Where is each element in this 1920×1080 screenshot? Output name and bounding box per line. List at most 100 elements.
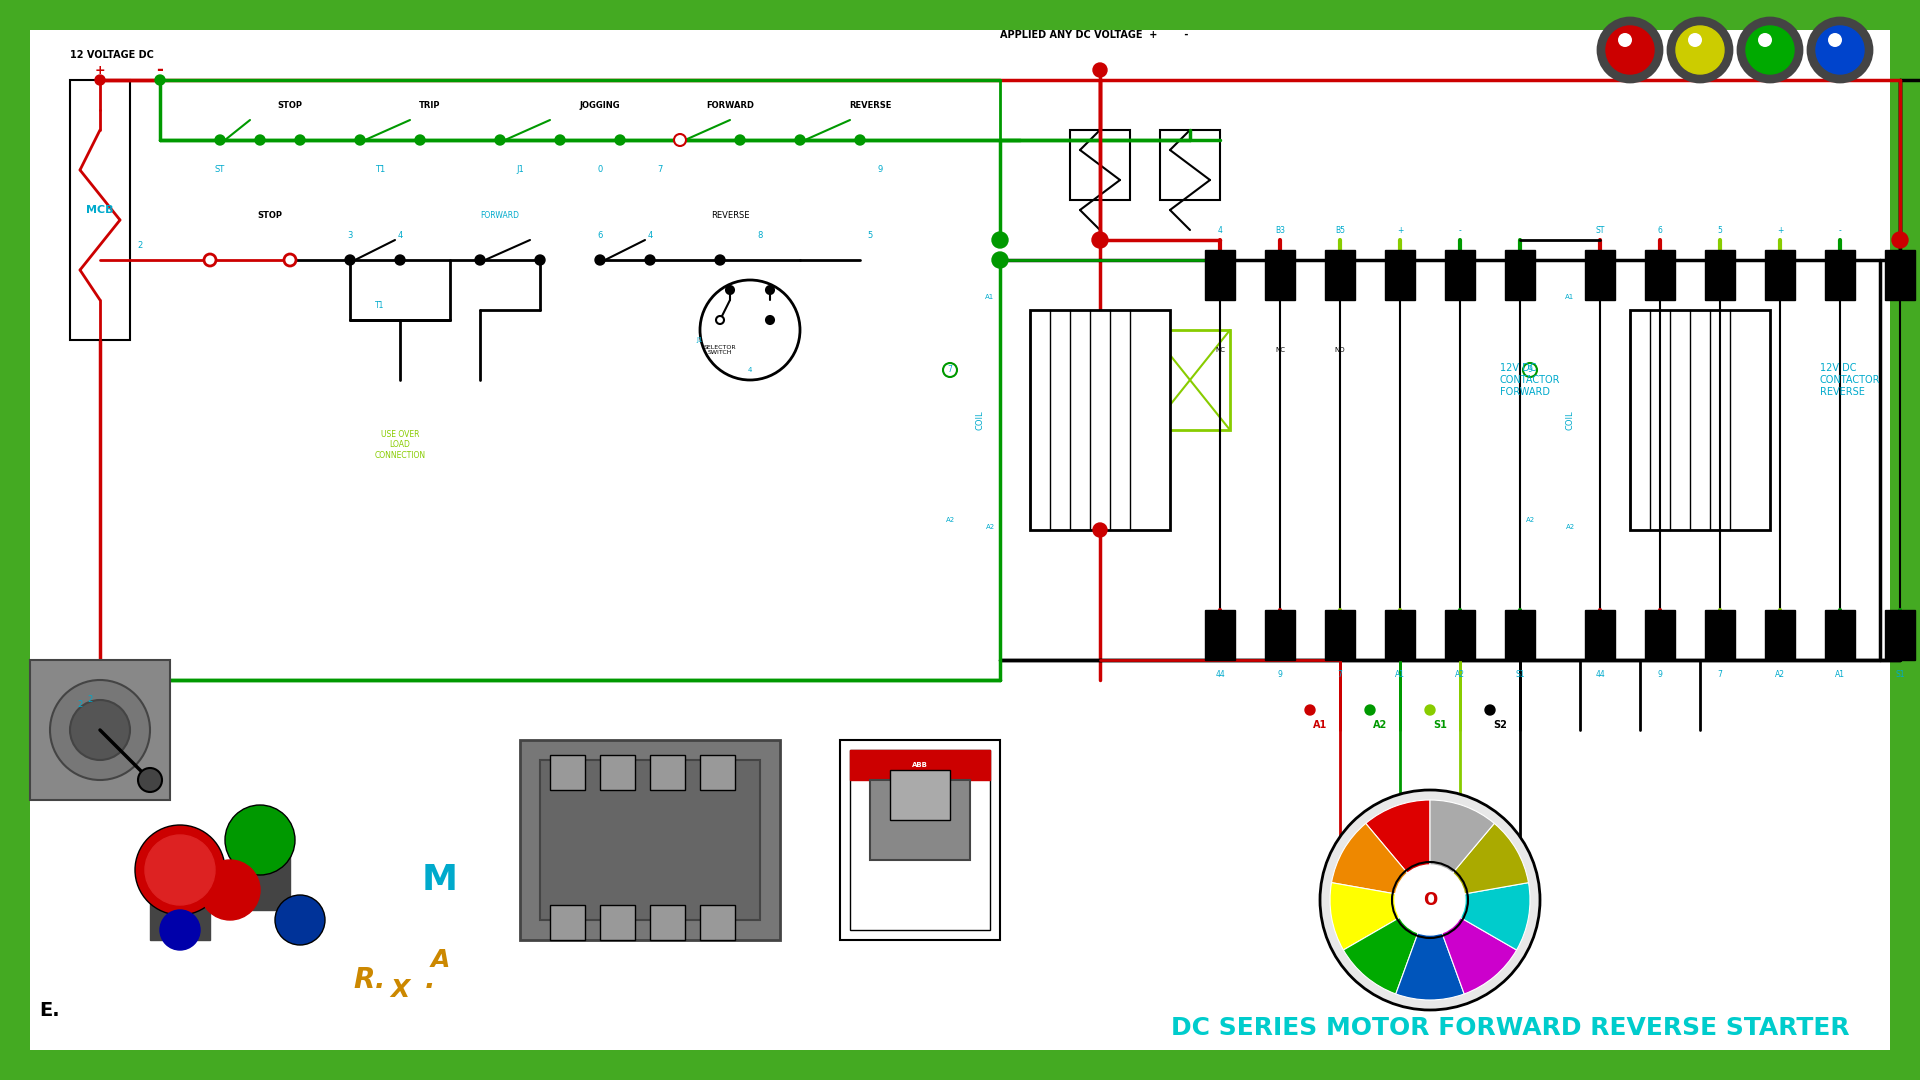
- Bar: [1446, 249, 1475, 300]
- Circle shape: [645, 255, 655, 265]
- Bar: [1505, 610, 1534, 660]
- Circle shape: [614, 135, 626, 145]
- Circle shape: [1828, 33, 1841, 48]
- Circle shape: [1092, 63, 1108, 77]
- Bar: [701, 755, 735, 789]
- Circle shape: [1597, 18, 1663, 82]
- Text: 12V DC
CONTACTOR
FORWARD: 12V DC CONTACTOR FORWARD: [1500, 363, 1561, 396]
- Bar: [1885, 610, 1914, 660]
- Text: J1: J1: [697, 337, 703, 343]
- Text: S1: S1: [1432, 720, 1448, 730]
- Text: -: -: [1459, 226, 1461, 235]
- Text: A1: A1: [1313, 720, 1327, 730]
- Bar: [651, 755, 685, 789]
- Wedge shape: [1430, 900, 1517, 994]
- Text: 9: 9: [1528, 365, 1532, 375]
- Text: S2: S2: [1494, 720, 1507, 730]
- Text: 7: 7: [657, 165, 662, 175]
- Circle shape: [1809, 18, 1872, 82]
- Circle shape: [255, 135, 265, 145]
- Circle shape: [156, 75, 165, 85]
- Circle shape: [701, 280, 801, 380]
- Text: S1: S1: [1895, 670, 1905, 679]
- Text: T1: T1: [374, 301, 384, 310]
- Text: NC: NC: [1275, 347, 1284, 353]
- Text: ABB: ABB: [912, 762, 927, 768]
- Circle shape: [1484, 705, 1496, 715]
- Text: 8: 8: [756, 231, 762, 240]
- Bar: [0, 1050, 1920, 1080]
- Text: 2: 2: [138, 241, 142, 249]
- Bar: [1586, 610, 1615, 660]
- Circle shape: [159, 910, 200, 950]
- Text: 4: 4: [647, 231, 653, 240]
- Bar: [31, 660, 171, 800]
- Circle shape: [200, 860, 259, 920]
- Text: -: -: [1839, 226, 1841, 235]
- Bar: [1705, 249, 1736, 300]
- Circle shape: [536, 255, 545, 265]
- Circle shape: [716, 316, 724, 324]
- Bar: [599, 905, 636, 940]
- Circle shape: [215, 135, 225, 145]
- Circle shape: [1321, 789, 1540, 1010]
- Text: APPLIED ANY DC VOLTAGE  +        -: APPLIED ANY DC VOLTAGE + -: [1000, 30, 1188, 40]
- Bar: [1630, 310, 1770, 530]
- Bar: [701, 905, 735, 940]
- Bar: [540, 760, 760, 920]
- Circle shape: [1676, 26, 1724, 75]
- Bar: [1764, 610, 1795, 660]
- Circle shape: [346, 255, 355, 265]
- Text: 44: 44: [1215, 670, 1225, 679]
- Text: B3: B3: [1275, 226, 1284, 235]
- Circle shape: [1396, 865, 1465, 935]
- Text: TRIP: TRIP: [419, 102, 442, 110]
- Text: FORWARD: FORWARD: [480, 211, 520, 220]
- Text: COIL: COIL: [975, 410, 985, 430]
- Circle shape: [555, 135, 564, 145]
- Circle shape: [735, 135, 745, 145]
- Circle shape: [1425, 705, 1434, 715]
- Bar: [1160, 130, 1219, 200]
- Text: A2: A2: [1565, 524, 1574, 530]
- Bar: [1384, 249, 1415, 300]
- Circle shape: [284, 254, 296, 266]
- Bar: [230, 831, 290, 910]
- Wedge shape: [1430, 800, 1494, 900]
- Bar: [599, 755, 636, 789]
- Bar: [1764, 249, 1795, 300]
- Circle shape: [146, 835, 215, 905]
- Text: 4: 4: [1217, 226, 1223, 235]
- Circle shape: [134, 825, 225, 915]
- Text: A2: A2: [1373, 720, 1386, 730]
- Bar: [549, 755, 586, 789]
- Bar: [1325, 610, 1356, 660]
- Text: A1: A1: [985, 294, 995, 300]
- Bar: [1446, 610, 1475, 660]
- Circle shape: [674, 134, 685, 146]
- Text: 7: 7: [948, 365, 952, 375]
- Circle shape: [795, 135, 804, 145]
- Text: 2: 2: [77, 700, 83, 708]
- Bar: [0, 0, 1920, 30]
- Circle shape: [415, 135, 424, 145]
- Text: A2: A2: [985, 524, 995, 530]
- Bar: [1889, 0, 1920, 1080]
- Wedge shape: [1430, 823, 1528, 900]
- Wedge shape: [1396, 900, 1465, 1000]
- Circle shape: [766, 316, 774, 324]
- Text: .: .: [424, 966, 436, 994]
- Bar: [851, 750, 991, 780]
- Circle shape: [92, 673, 108, 687]
- Bar: [1206, 610, 1235, 660]
- Text: 5: 5: [868, 231, 872, 240]
- Bar: [69, 80, 131, 340]
- Text: A1: A1: [1836, 670, 1845, 679]
- Circle shape: [993, 252, 1008, 268]
- Text: NC: NC: [1215, 347, 1225, 353]
- Bar: [1645, 249, 1674, 300]
- Text: STOP: STOP: [257, 211, 282, 220]
- Text: 4: 4: [747, 367, 753, 373]
- Bar: [841, 740, 1000, 940]
- Text: A: A: [430, 948, 449, 972]
